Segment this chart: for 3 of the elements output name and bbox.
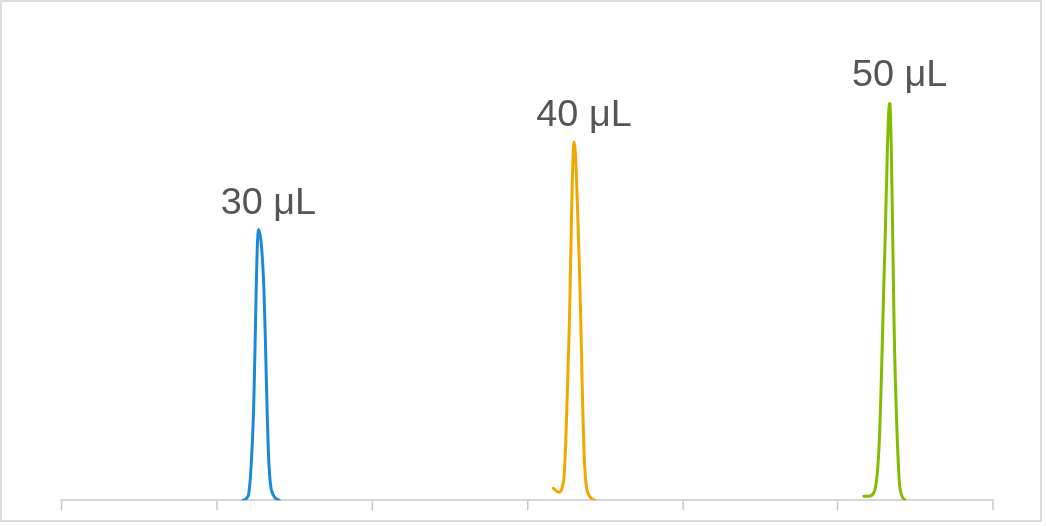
series-label: 30 μL <box>220 179 317 222</box>
series-label: 50 μL <box>851 52 948 95</box>
series-label: 40 μL <box>536 92 632 135</box>
